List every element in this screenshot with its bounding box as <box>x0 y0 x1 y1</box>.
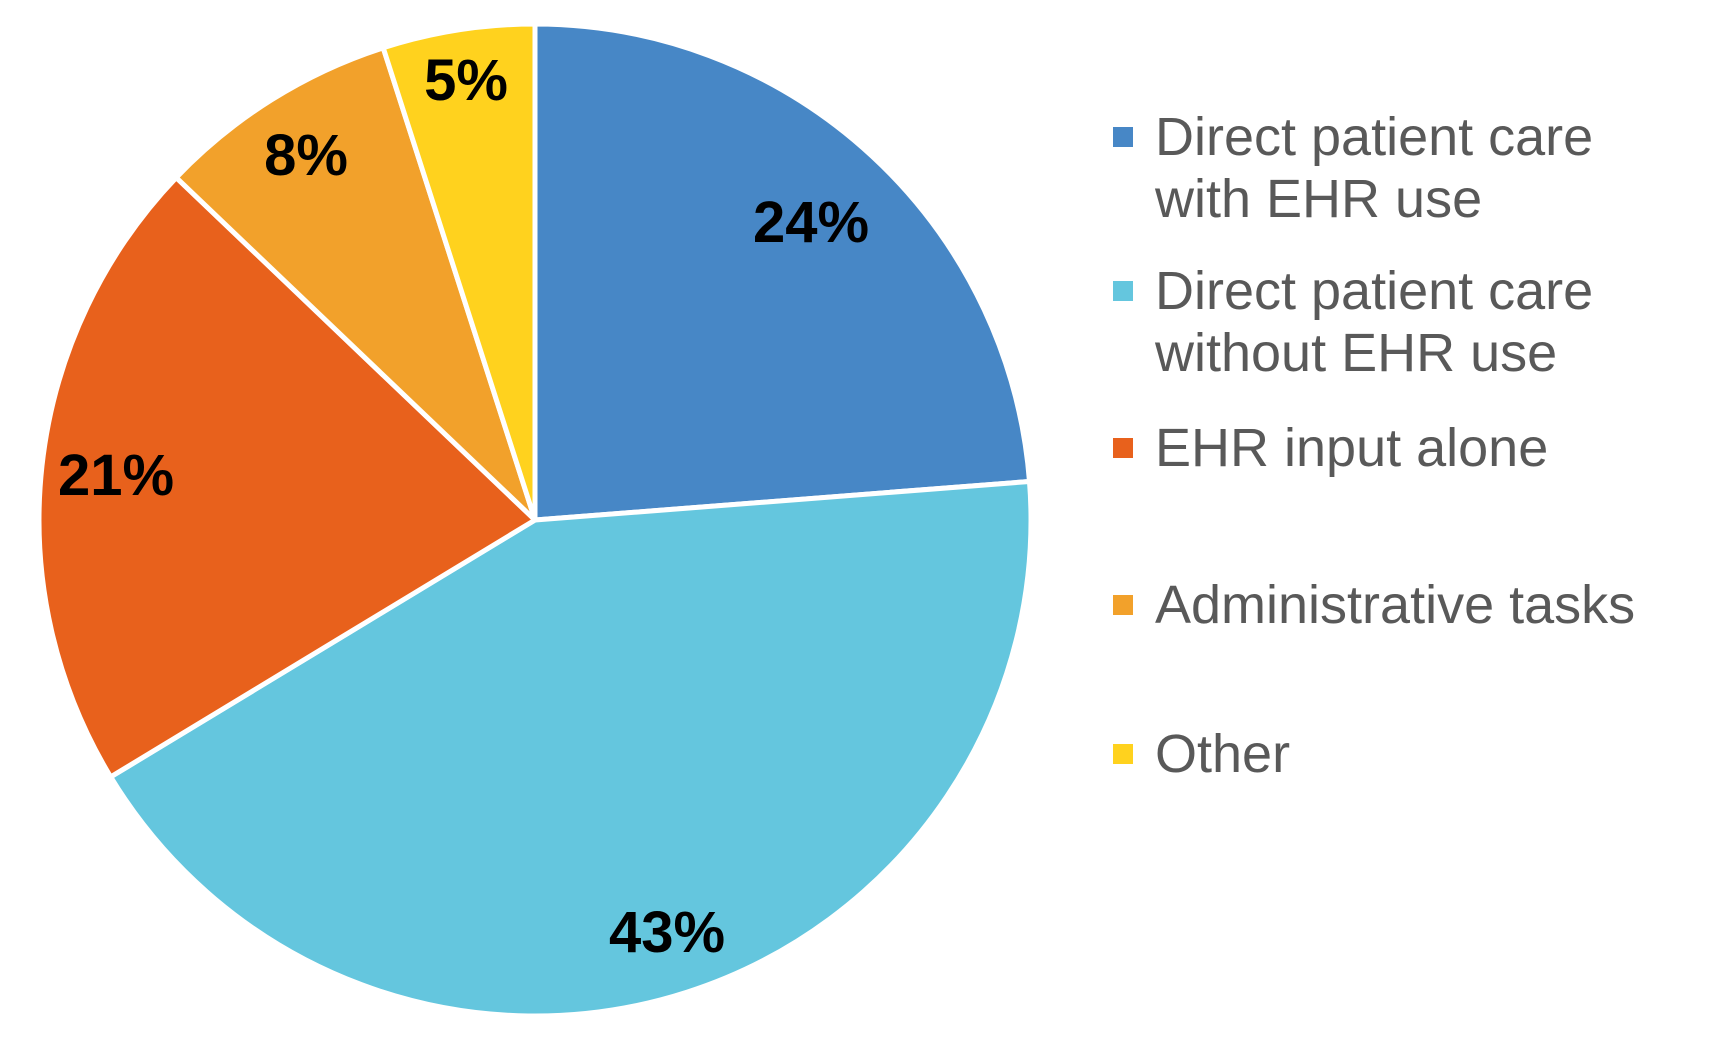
pie-slice-value-label: 21% <box>58 443 174 508</box>
legend-color-swatch <box>1113 127 1133 147</box>
legend-color-swatch <box>1113 595 1133 615</box>
legend-color-swatch <box>1113 744 1133 764</box>
pie-slice-value-label: 8% <box>264 123 348 188</box>
pie-slice-ehr-input-alone <box>36 175 538 780</box>
pie-slice-direct-patient-care-without-ehr-use <box>108 479 1034 1019</box>
legend-item-administrative-tasks: Administrative tasks <box>1113 574 1635 636</box>
legend-item-other: Other <box>1113 723 1290 785</box>
legend-item-direct-patient-care-without-ehr-use: Direct patient care without EHR use <box>1113 260 1675 384</box>
legend-label: Direct patient care with EHR use <box>1155 107 1594 229</box>
legend-color-swatch <box>1113 438 1133 458</box>
legend-label: Direct patient care without EHR use <box>1155 261 1594 383</box>
chart-legend: Direct patient care with EHR use Direct p… <box>1113 0 1703 1049</box>
pie-slice-value-label: 24% <box>753 190 869 255</box>
pie-slice-other <box>380 21 538 523</box>
legend-label: Other <box>1155 724 1291 784</box>
pie-slice-administrative-tasks <box>173 45 538 523</box>
pie-slice-value-label: 5% <box>424 48 508 113</box>
legend-item-direct-patient-care-with-ehr-use: Direct patient care with EHR use <box>1113 106 1675 230</box>
legend-label: Administrative tasks <box>1155 575 1636 635</box>
pie-slice-value-label: 43% <box>609 900 725 965</box>
pie-slice-direct-patient-care-with-ehr-use <box>532 21 1032 523</box>
legend-item-ehr-input-alone: EHR input alone <box>1113 417 1548 479</box>
legend-color-swatch <box>1113 281 1133 301</box>
legend-label: EHR input alone <box>1155 418 1549 478</box>
